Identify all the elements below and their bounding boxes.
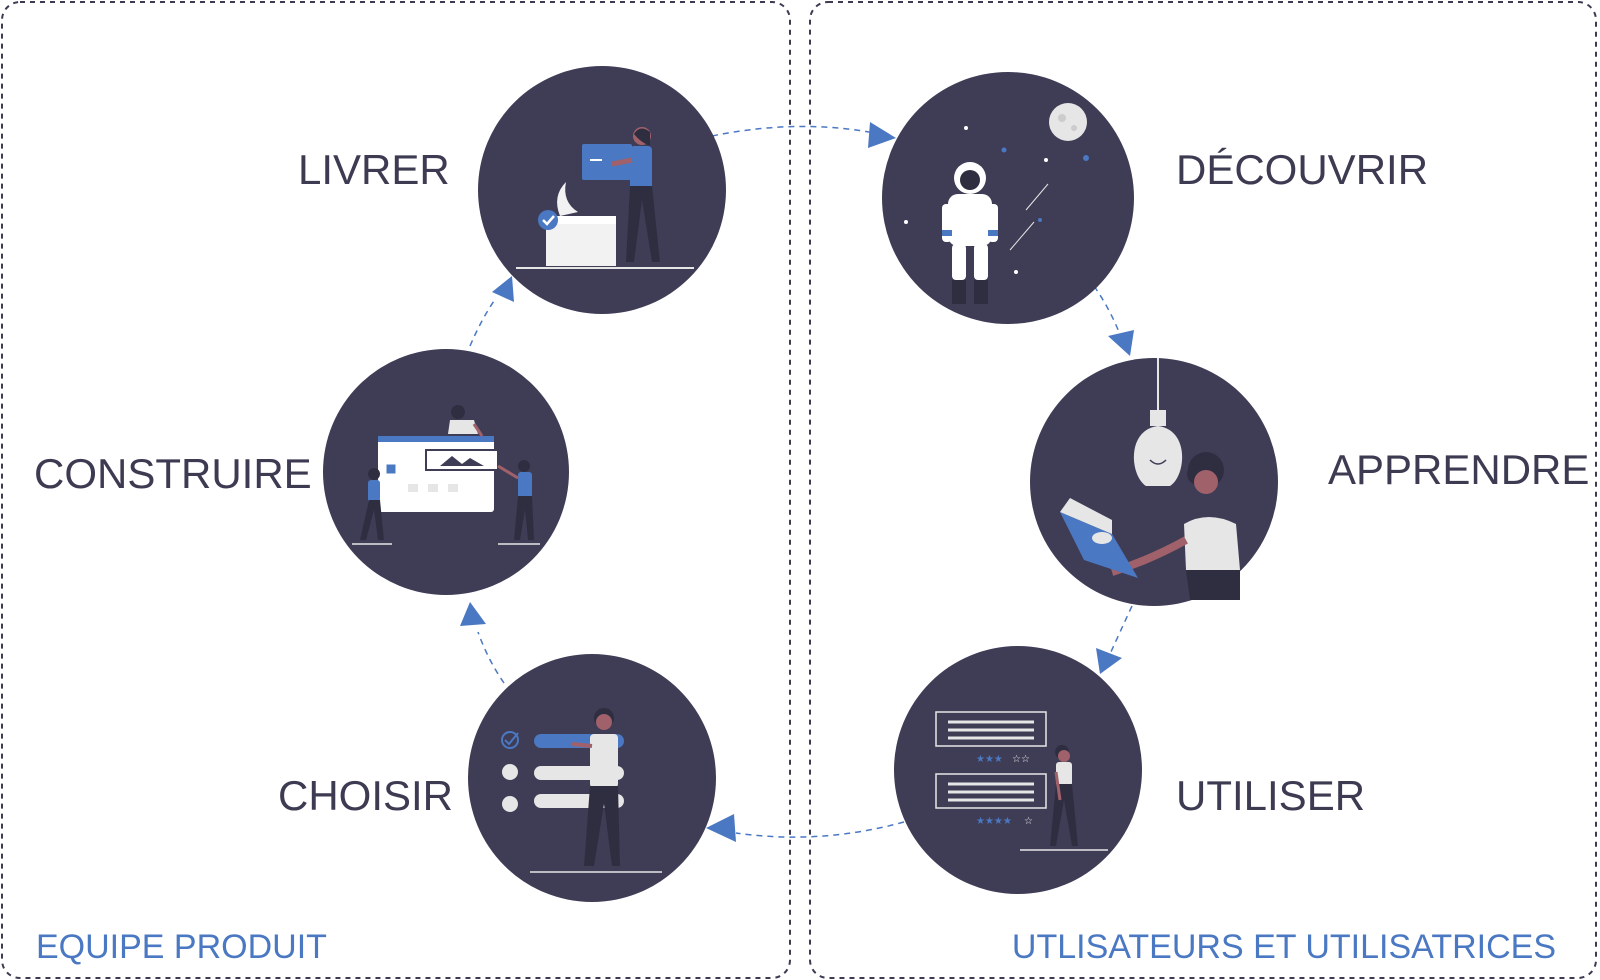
livrer-disc — [478, 66, 726, 314]
left-panel-frame — [1, 1, 791, 979]
right-panel-caption: UTLISATEURS ET UTILISATRICES — [1012, 928, 1556, 966]
connector-construire-livrer — [469, 297, 497, 347]
flow-connectors — [460, 122, 1134, 842]
connector-choisir-construire — [477, 631, 505, 684]
arrowhead-construire — [460, 602, 486, 626]
svg-text:☆☆: ☆☆ — [1012, 754, 1030, 765]
connector-livrer-decouvrir — [711, 125, 881, 137]
building-website-illustration-icon — [352, 405, 540, 545]
utiliser-label: UTILISER — [1176, 772, 1365, 819]
utiliser-disc — [894, 646, 1142, 894]
choisir-label: CHOISIR — [278, 772, 453, 819]
svg-text:★★★: ★★★ — [976, 754, 1003, 765]
delivery-illustration-icon — [516, 127, 694, 269]
decouvrir-disc — [882, 72, 1134, 324]
stage-choisir: CHOISIR — [278, 654, 716, 902]
left-panel-caption: EQUIPE PRODUIT — [36, 928, 327, 966]
arrowhead-decouvrir — [868, 122, 896, 148]
connector-apprendre-utiliser — [1109, 605, 1133, 655]
arrowhead-apprendre — [1108, 330, 1134, 356]
stage-construire: CONSTRUIRE — [34, 349, 569, 595]
arrowhead-choisir — [706, 814, 736, 842]
arrowhead-utiliser — [1096, 648, 1122, 674]
stage-apprendre: APPRENDRE — [1030, 358, 1589, 606]
apprendre-label: APPRENDRE — [1328, 446, 1589, 493]
connector-utiliser-choisir — [735, 821, 905, 838]
rating-reviews-illustration-icon: ★★★ ☆☆ ★★★★ ☆ — [935, 711, 1108, 851]
checklist-choice-illustration-icon — [501, 708, 662, 873]
stage-livrer: LIVRER — [298, 66, 726, 314]
astronaut-illustration-icon — [904, 103, 1089, 304]
reading-book-lightbulb-illustration-icon — [1060, 358, 1240, 600]
connector-decouvrir-apprendre — [1093, 285, 1123, 341]
construire-label: CONSTRUIRE — [34, 450, 312, 497]
livrer-label: LIVRER — [298, 146, 450, 193]
right-panel-frame — [809, 1, 1597, 979]
svg-text:★★★★: ★★★★ — [976, 816, 1012, 827]
stage-utiliser: ★★★ ☆☆ ★★★★ ☆ UTILISER — [894, 646, 1365, 894]
svg-text:☆: ☆ — [1024, 816, 1033, 827]
decouvrir-label: DÉCOUVRIR — [1176, 146, 1428, 193]
stage-decouvrir: DÉCOUVRIR — [882, 72, 1428, 324]
arrowhead-livrer — [492, 276, 514, 302]
